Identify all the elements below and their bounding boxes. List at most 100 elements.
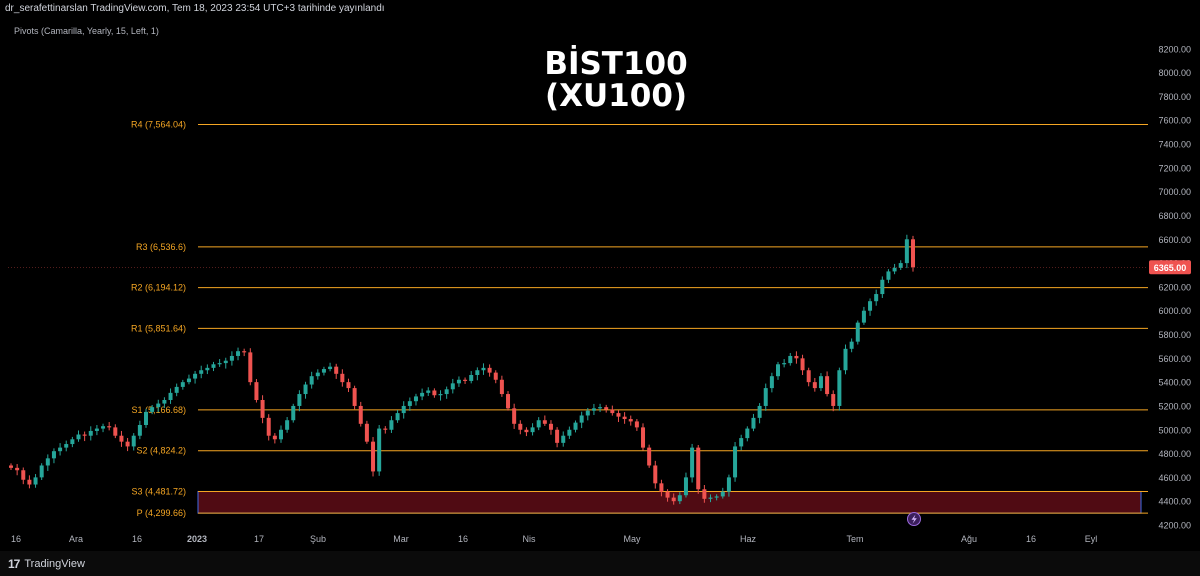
footer-bar: 17 TradingView <box>0 551 1200 576</box>
time-tick-label: 16 <box>1026 534 1036 544</box>
candle-body <box>622 416 627 420</box>
candle-body <box>217 363 222 365</box>
indicator-legend[interactable]: Pivots (Camarilla, Yearly, 15, Left, 1) <box>14 26 159 36</box>
candle-body <box>88 430 93 436</box>
time-tick-label: 17 <box>254 534 264 544</box>
candle-body <box>426 390 431 393</box>
candle-body <box>475 370 480 375</box>
candle-body <box>548 423 553 430</box>
time-tick-label: Haz <box>740 534 757 544</box>
candle-body <box>180 382 185 387</box>
time-tick-label: Nis <box>523 534 536 544</box>
time-tick-label: Mar <box>393 534 409 544</box>
candle-body <box>285 420 290 430</box>
pivot-label: R4 (7,564.04) <box>131 120 186 130</box>
candle-body <box>328 366 333 370</box>
candle-body <box>9 465 13 468</box>
price-tick-label: 5600.00 <box>1158 354 1191 364</box>
candle-body <box>641 427 646 448</box>
candle-body <box>812 382 817 389</box>
candle-body <box>911 239 915 268</box>
candle-body <box>450 383 455 390</box>
candle-body <box>94 428 99 431</box>
candle-body <box>524 429 529 433</box>
candle-body <box>628 419 633 422</box>
chart-title: BİST100 (XU100) <box>510 48 722 112</box>
price-tick-label: 8000.00 <box>1158 68 1191 78</box>
candle-body <box>469 375 474 381</box>
candle-body <box>162 400 167 404</box>
candle-body <box>794 355 799 359</box>
candle-body <box>904 239 909 264</box>
chart-title-symbol: BİST100 <box>544 46 688 82</box>
candle-body <box>125 441 130 447</box>
candle-body <box>260 400 265 418</box>
price-tick-label: 5200.00 <box>1158 401 1191 411</box>
candle-body <box>242 351 247 353</box>
candle-body <box>757 405 762 418</box>
candle-body <box>432 390 437 396</box>
candle-body <box>868 301 873 311</box>
time-tick-label: Şub <box>310 534 326 544</box>
price-tick-label: 5400.00 <box>1158 378 1191 388</box>
candles-group <box>9 234 915 505</box>
candle-body <box>825 376 830 395</box>
price-tick-label: 7400.00 <box>1158 140 1191 150</box>
candle-body <box>358 405 363 424</box>
candle-body <box>898 263 903 268</box>
candle-body <box>377 428 382 472</box>
candle-body <box>389 420 394 430</box>
candle-body <box>248 352 253 383</box>
time-tick-label: Ara <box>69 534 83 544</box>
pivot-label: P (4,299.66) <box>137 508 186 518</box>
price-tick-label: 8200.00 <box>1158 44 1191 54</box>
candle-body <box>726 477 731 492</box>
candle-body <box>610 409 615 414</box>
candle-body <box>880 279 885 295</box>
candle-body <box>714 496 719 498</box>
price-tick-label: 4200.00 <box>1158 521 1191 531</box>
candle-body <box>101 426 106 429</box>
candle-body <box>456 379 461 384</box>
candle-body <box>205 367 210 371</box>
candle-body <box>236 351 241 356</box>
time-tick-label: Ağu <box>961 534 977 544</box>
candle-body <box>818 376 823 389</box>
time-tick-label: 16 <box>132 534 142 544</box>
candle-body <box>168 392 173 400</box>
candle-body <box>27 479 32 485</box>
candle-body <box>33 477 38 485</box>
tradingview-logo[interactable]: 17 TradingView <box>8 557 85 571</box>
pivot-lines-group: R4 (7,564.04) R3 (6,536.6) R2 (6,194.12) R1… <box>131 120 1148 518</box>
candle-body <box>463 379 468 381</box>
candle-body <box>708 497 713 499</box>
time-tick-label: 16 <box>458 534 468 544</box>
time-tick-label: 16 <box>11 534 21 544</box>
price-tick-label: 7200.00 <box>1158 163 1191 173</box>
candle-body <box>733 446 738 478</box>
candle-body <box>518 423 523 430</box>
candle-body <box>806 370 811 383</box>
pivot-label: R1 (5,851.64) <box>131 323 186 333</box>
candle-body <box>696 447 701 490</box>
candle-body <box>659 483 664 492</box>
candle-body <box>82 434 87 436</box>
candle-body <box>119 435 124 442</box>
candle-body <box>334 366 339 374</box>
candle-body <box>598 407 603 409</box>
candle-body <box>886 271 891 280</box>
candle-body <box>340 373 345 383</box>
price-tick-label: 5800.00 <box>1158 330 1191 340</box>
time-tick-label: Eyl <box>1085 534 1098 544</box>
candle-body <box>555 429 560 443</box>
candle-body <box>444 389 449 395</box>
pivot-label: S2 (4,824.2) <box>136 446 186 456</box>
last-price-label: 6365.00 <box>1154 263 1187 273</box>
candle-body <box>420 392 425 397</box>
candle-body <box>254 382 259 400</box>
candle-body <box>156 403 161 408</box>
candle-body <box>702 489 707 499</box>
price-tick-label: 7600.00 <box>1158 116 1191 126</box>
candle-body <box>585 410 590 416</box>
